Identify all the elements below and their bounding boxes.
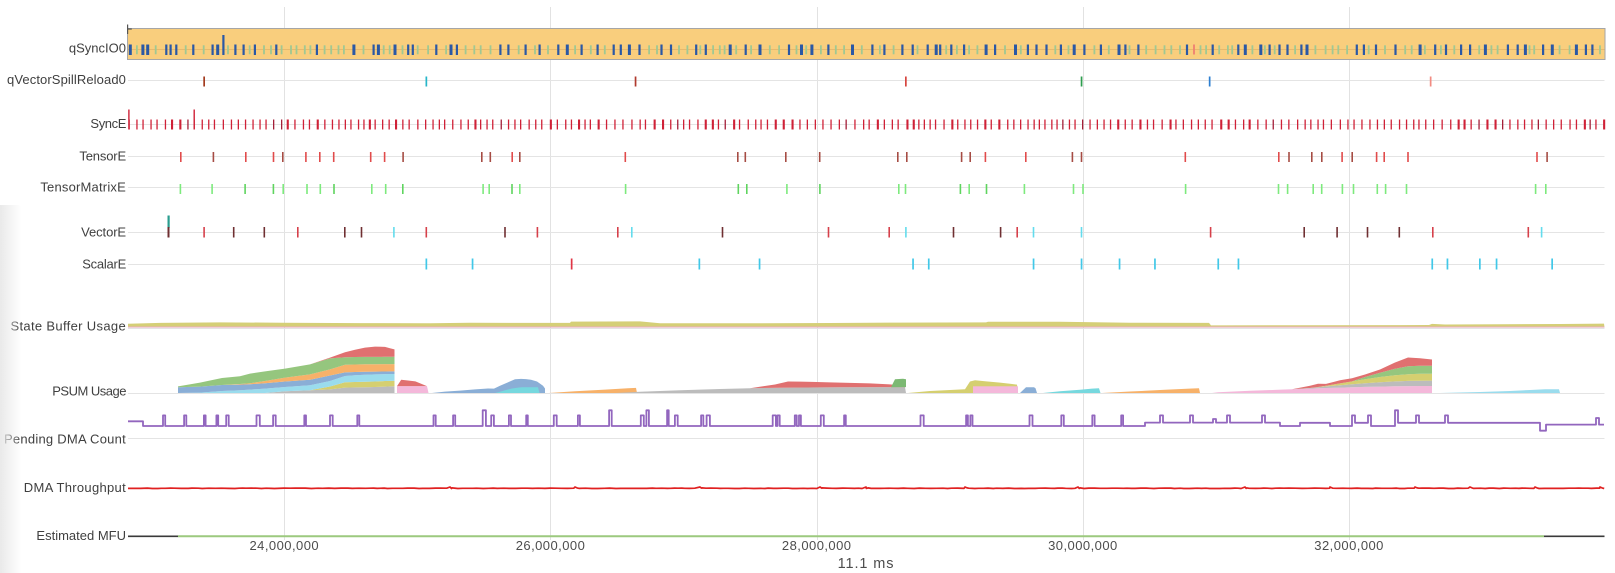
svg-text:qSyncIO0: qSyncIO0 <box>69 41 126 56</box>
svg-text:11.1 ms: 11.1 ms <box>838 556 895 572</box>
svg-text:26,000,000: 26,000,000 <box>516 538 586 553</box>
svg-text:28,000,000: 28,000,000 <box>782 538 852 553</box>
svg-text:SyncE: SyncE <box>90 116 126 131</box>
svg-text:32,000,000: 32,000,000 <box>1314 538 1384 553</box>
svg-text:30,000,000: 30,000,000 <box>1048 538 1118 553</box>
svg-text:DMA Throughput: DMA Throughput <box>24 480 126 495</box>
svg-text:TensorMatrixE: TensorMatrixE <box>40 180 126 195</box>
svg-text:24,000,000: 24,000,000 <box>250 538 320 553</box>
svg-text:Estimated MFU: Estimated MFU <box>36 528 126 543</box>
svg-text:ScalarE: ScalarE <box>82 257 126 272</box>
svg-text:qVectorSpillReload0: qVectorSpillReload0 <box>7 72 126 87</box>
svg-text:VectorE: VectorE <box>81 225 126 240</box>
svg-text:Pending DMA Count: Pending DMA Count <box>4 432 126 447</box>
svg-text:TensorE: TensorE <box>79 149 126 164</box>
svg-text:State Buffer Usage: State Buffer Usage <box>10 319 126 334</box>
svg-text:PSUM Usage: PSUM Usage <box>52 384 126 399</box>
